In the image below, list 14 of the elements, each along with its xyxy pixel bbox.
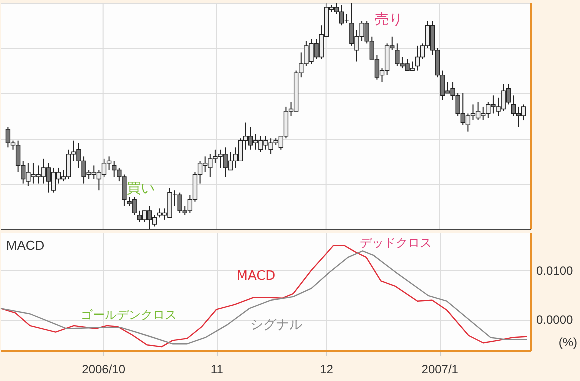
annotation: 買い: [127, 181, 155, 197]
chart-title: MACD: [6, 238, 45, 253]
annotation: デッドクロス: [360, 236, 432, 250]
y-tick-label: 0.0000: [536, 313, 574, 328]
y-tick-label: 0.0100: [536, 264, 574, 278]
annotation: ゴールデンクロス: [81, 308, 177, 322]
x-tick-label: 2007/1: [422, 362, 459, 376]
y-axis-title: (%): [558, 336, 578, 350]
series-label: シグナル: [250, 318, 303, 333]
x-tick-label: 12: [320, 362, 334, 376]
series-label: MACD: [236, 268, 276, 284]
annotation: 売り: [375, 12, 403, 28]
x-tick-label: 11: [210, 362, 224, 376]
x-tick-label: 2006/10: [82, 362, 126, 376]
